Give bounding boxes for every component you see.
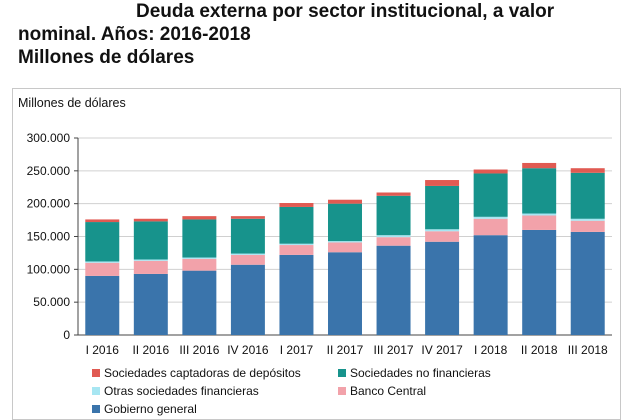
- x-tick-label: III 2016: [179, 343, 219, 357]
- legend-item: Otras sociedades financieras: [92, 384, 259, 398]
- bar-sociedades-captadoras-de-depósitos-5: [328, 199, 362, 204]
- bar-banco-central-9: [522, 215, 557, 230]
- bar-sociedades-no-financieras-0: [85, 222, 120, 262]
- bar-sociedades-no-financieras-3: [230, 218, 265, 254]
- bar-otras-sociedades-financieras-1: [133, 259, 168, 261]
- bar-otras-sociedades-financieras-2: [182, 257, 217, 259]
- y-tick-label: 100.000: [27, 262, 71, 276]
- bar-sociedades-captadoras-de-depósitos-0: [85, 219, 120, 223]
- bar-banco-central-3: [230, 254, 265, 265]
- bar-sociedades-no-financieras-6: [376, 195, 411, 236]
- bar-gobierno-general-3: [230, 264, 265, 335]
- y-tick-label: 50.000: [33, 295, 70, 309]
- bar-sociedades-no-financieras-1: [133, 221, 168, 260]
- bar-sociedades-no-financieras-8: [473, 173, 508, 217]
- y-tick-label: 150.000: [27, 230, 71, 244]
- bar-gobierno-general-9: [522, 229, 557, 335]
- bar-banco-central-10: [570, 220, 605, 232]
- bar-sociedades-captadoras-de-depósitos-4: [279, 203, 314, 207]
- x-tick-label: II 2018: [521, 343, 558, 357]
- bar-otras-sociedades-financieras-7: [425, 229, 460, 232]
- x-tick-label: I 2016: [86, 343, 120, 357]
- bar-banco-central-4: [279, 245, 314, 255]
- bar-banco-central-8: [473, 218, 508, 236]
- x-tick-label: II 2016: [132, 343, 169, 357]
- bar-gobierno-general-2: [182, 270, 217, 335]
- legend-label: Otras sociedades financieras: [104, 384, 259, 398]
- bar-sociedades-captadoras-de-depósitos-7: [425, 180, 460, 186]
- bar-otras-sociedades-financieras-9: [522, 213, 557, 216]
- bar-sociedades-no-financieras-9: [522, 168, 557, 214]
- x-tick-label: IV 2016: [227, 343, 269, 357]
- bar-otras-sociedades-financieras-10: [570, 218, 605, 221]
- bar-sociedades-captadoras-de-depósitos-3: [230, 216, 265, 219]
- bar-sociedades-captadoras-de-depósitos-9: [522, 162, 557, 169]
- bar-banco-central-1: [133, 260, 168, 274]
- legend-label: Sociedades no financieras: [350, 366, 491, 380]
- bar-otras-sociedades-financieras-0: [85, 261, 120, 263]
- legend-label: Sociedades captadoras de depósitos: [104, 366, 301, 380]
- bar-gobierno-general-4: [279, 254, 314, 335]
- x-tick-label: IV 2017: [421, 343, 463, 357]
- bar-banco-central-2: [182, 258, 217, 271]
- legend-label: Gobierno general: [104, 402, 197, 416]
- legend-swatch: [92, 387, 100, 395]
- x-tick-label: I 2017: [280, 343, 314, 357]
- bar-gobierno-general-10: [570, 231, 605, 335]
- legend-item: Sociedades no financieras: [338, 366, 491, 380]
- legend-item: Gobierno general: [92, 402, 197, 416]
- y-tick-label: 200.000: [27, 197, 71, 211]
- chart-title-line-1: Deuda externa por sector institucional, …: [136, 1, 555, 22]
- legend-label: Banco Central: [350, 384, 427, 398]
- bar-gobierno-general-1: [133, 273, 168, 335]
- bar-otras-sociedades-financieras-8: [473, 216, 508, 219]
- chart-title: Deuda externa por sector institucional, …: [18, 0, 618, 69]
- bar-sociedades-captadoras-de-depósitos-1: [133, 218, 168, 222]
- bar-gobierno-general-0: [85, 275, 120, 335]
- y-tick-label: 0: [63, 328, 70, 342]
- legend-swatch: [338, 387, 346, 395]
- bar-gobierno-general-6: [376, 245, 411, 335]
- legend-swatch: [338, 369, 346, 377]
- x-tick-label: III 2018: [568, 343, 608, 357]
- bar-gobierno-general-7: [425, 241, 460, 335]
- bar-sociedades-no-financieras-7: [425, 185, 460, 230]
- bar-gobierno-general-5: [328, 252, 362, 335]
- bar-banco-central-0: [85, 262, 120, 276]
- bar-sociedades-no-financieras-4: [279, 206, 314, 244]
- bar-banco-central-7: [425, 231, 460, 242]
- y-axis-label: Millones de dólares: [18, 96, 126, 110]
- bar-sociedades-no-financieras-2: [182, 219, 217, 258]
- bar-sociedades-captadoras-de-depósitos-2: [182, 216, 217, 220]
- x-tick-label: I 2018: [474, 343, 508, 357]
- bar-sociedades-no-financieras-5: [328, 203, 362, 242]
- bar-sociedades-captadoras-de-depósitos-6: [376, 192, 411, 196]
- x-tick-label: III 2017: [374, 343, 414, 357]
- bar-otras-sociedades-financieras-3: [230, 253, 265, 255]
- bar-otras-sociedades-financieras-5: [328, 241, 362, 243]
- bar-gobierno-general-8: [473, 235, 508, 335]
- y-tick-label: 300.000: [27, 131, 71, 145]
- bar-otras-sociedades-financieras-4: [279, 243, 314, 246]
- x-tick-label: II 2017: [327, 343, 364, 357]
- legend-swatch: [92, 369, 100, 377]
- bar-sociedades-captadoras-de-depósitos-10: [570, 168, 605, 173]
- legend-swatch: [92, 405, 100, 413]
- legend-item: Sociedades captadoras de depósitos: [92, 366, 301, 380]
- bar-otras-sociedades-financieras-6: [376, 235, 411, 238]
- bar-sociedades-no-financieras-10: [570, 172, 605, 219]
- chart-title-line-2: nominal. Años: 2016-2018: [18, 24, 251, 45]
- bar-banco-central-6: [376, 237, 411, 246]
- chart-title-line-3: Millones de dólares: [18, 47, 195, 68]
- legend-item: Banco Central: [338, 384, 426, 398]
- bar-banco-central-5: [328, 242, 362, 253]
- bar-sociedades-captadoras-de-depósitos-8: [473, 169, 508, 174]
- y-tick-label: 250.000: [27, 164, 71, 178]
